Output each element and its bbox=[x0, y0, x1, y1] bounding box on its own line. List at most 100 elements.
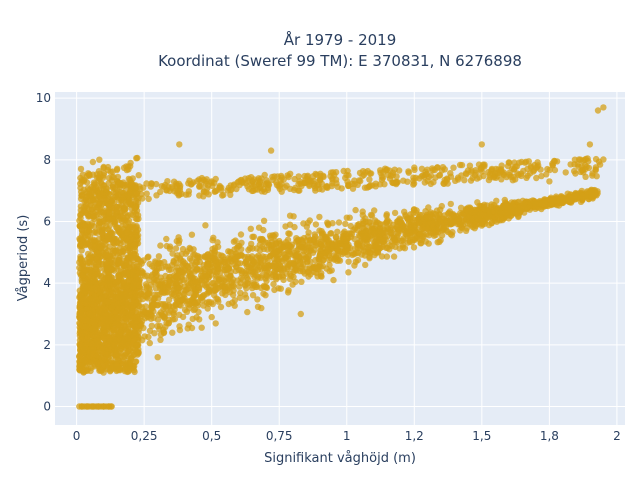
data-point bbox=[157, 242, 164, 249]
data-point bbox=[568, 195, 576, 202]
data-point bbox=[506, 159, 513, 166]
data-point bbox=[191, 300, 199, 307]
data-point bbox=[431, 166, 438, 174]
data-point bbox=[85, 241, 92, 248]
data-point bbox=[76, 264, 83, 271]
data-point bbox=[242, 281, 249, 288]
data-point bbox=[186, 301, 193, 308]
data-points bbox=[76, 104, 607, 410]
data-point bbox=[176, 311, 183, 318]
data-point bbox=[86, 295, 94, 302]
data-point bbox=[261, 171, 268, 179]
data-point bbox=[262, 255, 269, 263]
data-point bbox=[282, 239, 290, 246]
data-point bbox=[164, 284, 171, 291]
data-point bbox=[594, 107, 602, 114]
data-point bbox=[206, 289, 213, 296]
data-point bbox=[415, 219, 423, 226]
data-point bbox=[118, 208, 126, 216]
data-point bbox=[219, 192, 226, 199]
data-point bbox=[218, 274, 225, 282]
data-point bbox=[426, 214, 433, 221]
data-point bbox=[345, 182, 352, 190]
data-point bbox=[338, 243, 346, 250]
data-point bbox=[210, 234, 217, 241]
data-point bbox=[208, 313, 215, 321]
data-point bbox=[169, 250, 176, 257]
data-point bbox=[387, 229, 394, 237]
data-point bbox=[176, 326, 184, 334]
data-point bbox=[102, 329, 109, 336]
data-point bbox=[210, 280, 217, 287]
data-point bbox=[114, 238, 121, 246]
data-point bbox=[351, 262, 358, 269]
data-point bbox=[332, 169, 340, 176]
data-point bbox=[105, 298, 112, 305]
data-point bbox=[172, 245, 180, 252]
data-point bbox=[322, 233, 330, 240]
data-point bbox=[259, 272, 266, 279]
data-point bbox=[244, 177, 252, 185]
data-point bbox=[91, 328, 98, 335]
data-point bbox=[441, 219, 448, 226]
data-point bbox=[366, 219, 373, 226]
data-point bbox=[94, 352, 101, 359]
data-point bbox=[312, 241, 320, 248]
data-point bbox=[200, 302, 207, 309]
data-point bbox=[200, 292, 207, 299]
data-point bbox=[477, 210, 484, 218]
data-point bbox=[250, 233, 258, 240]
data-point bbox=[175, 180, 183, 187]
data-point bbox=[551, 166, 559, 174]
data-point bbox=[108, 357, 115, 364]
data-point bbox=[88, 341, 96, 348]
data-point bbox=[510, 208, 517, 215]
x-tick-label: 0,75 bbox=[266, 429, 293, 443]
data-point bbox=[600, 104, 607, 111]
data-point bbox=[236, 294, 244, 301]
data-point bbox=[345, 269, 352, 276]
data-point bbox=[139, 195, 146, 202]
data-point bbox=[547, 197, 554, 204]
data-point bbox=[216, 182, 223, 190]
data-point bbox=[156, 326, 163, 333]
data-point bbox=[155, 253, 163, 260]
data-point bbox=[104, 226, 112, 233]
data-point bbox=[96, 193, 103, 200]
data-point bbox=[306, 217, 313, 224]
data-point bbox=[352, 206, 359, 214]
data-point bbox=[389, 172, 396, 179]
data-point bbox=[441, 212, 448, 219]
data-point bbox=[354, 221, 361, 229]
y-tick-label: 6 bbox=[43, 215, 51, 229]
data-point bbox=[380, 241, 388, 248]
data-point bbox=[131, 315, 138, 322]
data-point bbox=[357, 245, 364, 252]
data-point bbox=[585, 164, 593, 172]
data-point bbox=[410, 206, 418, 213]
data-point bbox=[334, 228, 341, 235]
data-point bbox=[478, 141, 485, 148]
data-point bbox=[381, 181, 388, 188]
data-point bbox=[162, 323, 169, 330]
data-point bbox=[391, 166, 398, 173]
data-point bbox=[256, 178, 264, 185]
data-point bbox=[81, 329, 88, 337]
data-point bbox=[371, 207, 378, 214]
data-point bbox=[94, 314, 102, 321]
data-point bbox=[79, 272, 86, 279]
data-point bbox=[270, 232, 278, 240]
data-point bbox=[392, 238, 399, 245]
data-point bbox=[339, 233, 346, 240]
data-point bbox=[383, 211, 390, 218]
data-point bbox=[399, 222, 407, 229]
data-point bbox=[236, 283, 243, 290]
data-point bbox=[298, 265, 305, 272]
data-point bbox=[116, 292, 124, 299]
data-point bbox=[295, 187, 302, 194]
data-point bbox=[489, 171, 496, 178]
data-point bbox=[351, 235, 358, 243]
data-point bbox=[235, 243, 242, 250]
